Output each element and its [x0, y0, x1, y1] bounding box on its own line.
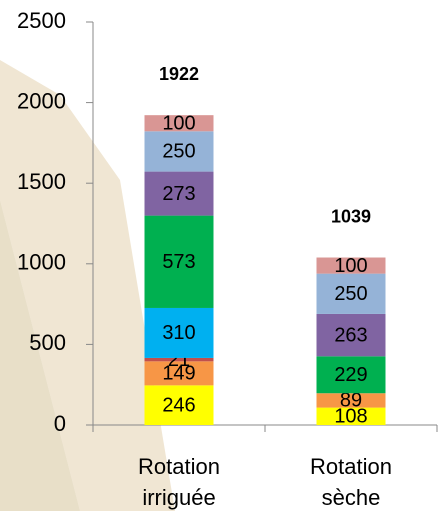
y-tick-label: 2500: [17, 8, 66, 33]
bar-segment: [316, 356, 386, 394]
bar-segment: [316, 407, 386, 425]
background-decoration: [0, 60, 175, 511]
bar-segment: [144, 357, 214, 362]
bar-segment: [316, 393, 386, 408]
y-tick-label: 0: [54, 411, 66, 436]
data-label: 263: [334, 324, 367, 346]
bar-segment: [144, 385, 214, 425]
bar-segment: [144, 131, 214, 172]
data-label: 273: [162, 183, 195, 205]
data-label: 246: [162, 394, 195, 416]
x-tick-label: Rotation sèche: [310, 454, 392, 510]
x-tick-label: Rotation irriguée: [138, 454, 220, 510]
bar-segment: [144, 307, 214, 358]
background-decoration: [0, 200, 80, 511]
data-label: 250: [162, 141, 195, 163]
y-tick-label: 1000: [17, 250, 66, 275]
data-label: 100: [162, 113, 195, 135]
y-tick-label: 1500: [17, 169, 66, 194]
y-tick-label: 2000: [17, 88, 66, 113]
data-label: 310: [162, 322, 195, 344]
data-label: 250: [334, 283, 367, 305]
total-label: 1039: [331, 206, 371, 226]
data-label: 100: [334, 255, 367, 277]
bar-segment: [316, 273, 386, 314]
bar-segment: [144, 115, 214, 132]
bar-segment: [316, 257, 386, 274]
data-label: 573: [162, 251, 195, 273]
bar-segment: [144, 171, 214, 216]
data-label: 108: [334, 406, 367, 428]
bar-segment: [316, 313, 386, 357]
bar-segment: [144, 215, 214, 308]
data-label: 89: [340, 390, 362, 412]
data-label: 229: [334, 364, 367, 386]
y-tick-label: 500: [29, 330, 66, 355]
total-label: 1922: [159, 64, 199, 84]
data-label: 149: [162, 363, 195, 385]
bar-segment: [144, 361, 214, 386]
